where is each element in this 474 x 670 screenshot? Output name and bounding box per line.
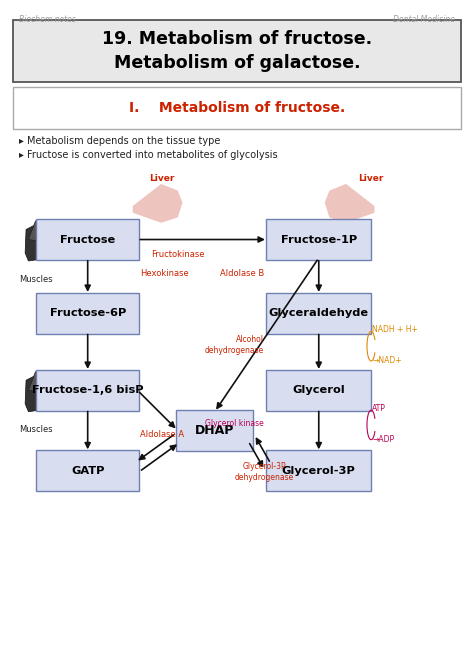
Text: Muscles: Muscles	[19, 425, 52, 434]
FancyBboxPatch shape	[266, 219, 371, 260]
Text: GATP: GATP	[71, 466, 104, 476]
Text: ▸ Fructose is converted into metabolites of glycolysis: ▸ Fructose is converted into metabolites…	[19, 150, 278, 160]
Text: Aldolase B: Aldolase B	[220, 269, 264, 277]
FancyBboxPatch shape	[266, 370, 371, 411]
FancyBboxPatch shape	[36, 450, 139, 491]
Text: Muscles: Muscles	[19, 275, 52, 283]
Text: Glycerol kinase: Glycerol kinase	[205, 419, 264, 428]
Polygon shape	[25, 222, 45, 261]
Text: Fructokinase: Fructokinase	[151, 250, 204, 259]
Text: Biochem notes: Biochem notes	[19, 15, 76, 23]
Text: Glycerol: Glycerol	[292, 385, 345, 395]
FancyBboxPatch shape	[36, 219, 139, 260]
FancyBboxPatch shape	[176, 410, 253, 451]
Text: NADH + H+: NADH + H+	[372, 325, 418, 334]
Text: Liver: Liver	[358, 174, 383, 182]
Text: →NAD+: →NAD+	[372, 356, 401, 365]
Text: Fructose-1P: Fructose-1P	[281, 234, 357, 245]
Text: Fructose-1,6 bisP: Fructose-1,6 bisP	[32, 385, 144, 395]
FancyBboxPatch shape	[13, 20, 461, 82]
Text: 19. Metabolism of fructose.: 19. Metabolism of fructose.	[102, 30, 372, 48]
Text: Liver: Liver	[149, 174, 175, 182]
Text: →ADP: →ADP	[372, 436, 394, 444]
Polygon shape	[133, 184, 182, 222]
Text: Alcohol
dehydrogenase: Alcohol dehydrogenase	[205, 335, 264, 355]
Text: Glycerol-3P
dehydrogenase: Glycerol-3P dehydrogenase	[235, 462, 294, 482]
Text: Aldolase A: Aldolase A	[140, 429, 184, 439]
Polygon shape	[25, 373, 45, 411]
Text: Hexokinase: Hexokinase	[140, 269, 189, 277]
Text: Fructose-6P: Fructose-6P	[49, 308, 126, 318]
Text: Dental Medicine: Dental Medicine	[393, 15, 455, 23]
Text: I.    Metabolism of fructose.: I. Metabolism of fructose.	[129, 101, 345, 115]
Text: Glycerol-3P: Glycerol-3P	[282, 466, 356, 476]
FancyBboxPatch shape	[266, 450, 371, 491]
Polygon shape	[325, 184, 374, 222]
FancyBboxPatch shape	[36, 370, 139, 411]
Text: ▸ Metabolism depends on the tissue type: ▸ Metabolism depends on the tissue type	[19, 136, 220, 146]
Polygon shape	[28, 221, 41, 241]
Text: DHAP: DHAP	[195, 424, 234, 437]
Text: ATP: ATP	[372, 404, 386, 413]
Text: Fructose: Fructose	[60, 234, 115, 245]
FancyBboxPatch shape	[13, 87, 461, 129]
Text: Glyceraldehyde: Glyceraldehyde	[269, 308, 369, 318]
FancyBboxPatch shape	[36, 293, 139, 334]
Polygon shape	[28, 371, 41, 391]
FancyBboxPatch shape	[266, 293, 371, 334]
Text: Metabolism of galactose.: Metabolism of galactose.	[114, 54, 360, 72]
